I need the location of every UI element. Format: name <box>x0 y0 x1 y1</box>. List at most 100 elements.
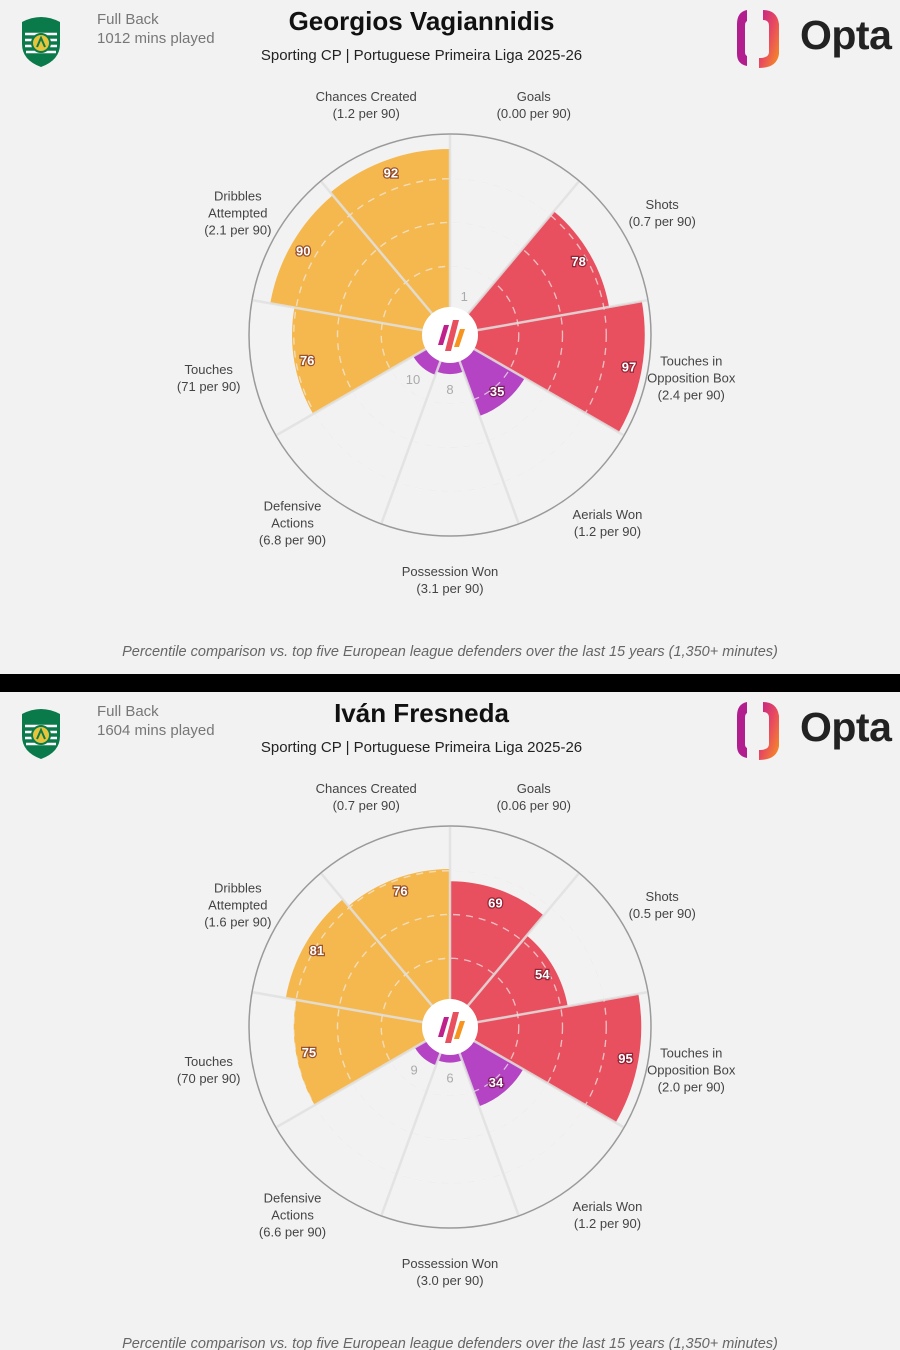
spoke-line <box>471 346 624 437</box>
wedge-shots <box>466 935 568 1023</box>
grid-ring-shadow <box>380 265 520 405</box>
category-name: Attempted <box>208 897 268 912</box>
minutes-played: 1012 mins played <box>97 30 215 47</box>
category-label: Aerials Won (1.2 per 90) <box>573 506 643 540</box>
per90-value: (1.2 per 90) <box>573 523 642 539</box>
grid-ring-shadow <box>293 178 607 492</box>
category-label: Chances Created (0.7 per 90) <box>316 780 417 814</box>
wedge-dribbles-attempted <box>270 195 434 331</box>
value-label: 10 <box>406 372 420 387</box>
player-position: Full Back <box>97 11 159 28</box>
spoke-line <box>320 872 435 1009</box>
grid-ring-shadow <box>337 222 563 448</box>
value-label: 75 <box>302 1045 316 1060</box>
radar-chart: 1 78 97 35 8 10 76 90 92 <box>248 133 652 537</box>
opta-hub-icon <box>438 320 465 351</box>
category-name: Actions <box>271 515 314 531</box>
spoke-line <box>252 299 426 332</box>
per90-value: (0.00 per 90) <box>496 105 571 121</box>
value-label: 9 <box>411 1063 418 1078</box>
opta-hub-icon <box>438 1012 465 1043</box>
category-name: Defensive <box>263 498 322 514</box>
value-label: 81 <box>310 943 324 958</box>
player-name: Iván Fresneda <box>334 698 509 728</box>
category-label: Aerials Won (1.2 per 90) <box>573 1198 643 1232</box>
category-name: Possession Won <box>401 564 499 579</box>
value-label: 8 <box>446 382 453 397</box>
per90-value: (6.6 per 90) <box>258 1224 327 1240</box>
footnote: Percentile comparison vs. top five Europ… <box>122 1336 778 1350</box>
category-label: Possession Won (3.1 per 90) <box>402 563 499 597</box>
value-label: 90 <box>296 243 310 258</box>
value-label: 54 <box>535 967 550 982</box>
grid-ring-shadow <box>380 957 520 1097</box>
opta-logo: Opta <box>733 6 898 72</box>
category-name: Touches in <box>660 1045 723 1061</box>
grid-ring <box>336 913 564 1141</box>
spoke-line <box>457 1050 520 1216</box>
category-label: Defensive Actions (6.8 per 90) <box>259 497 326 548</box>
spoke-line <box>474 299 648 332</box>
per90-value: (3.1 per 90) <box>416 581 484 596</box>
spoke-line <box>380 358 443 524</box>
minutes-played: 1604 mins played <box>97 722 215 739</box>
category-label: Shots (0.7 per 90) <box>629 196 696 230</box>
spoke-line <box>457 358 520 524</box>
player-info: Full Back 1012 mins played <box>97 10 215 48</box>
spoke-line <box>471 1038 624 1129</box>
category-label: Touches (70 per 90) <box>177 1053 241 1087</box>
value-label: 6 <box>446 1071 453 1086</box>
team-league-subtitle: Sporting CP | Portuguese Primeira Liga 2… <box>260 47 583 64</box>
sporting-crest-logo <box>22 709 60 759</box>
category-name: Goals <box>516 88 551 104</box>
category-label: Defensive Actions (6.6 per 90) <box>259 1189 326 1240</box>
category-name: Touches in <box>660 353 723 369</box>
value-label: 35 <box>490 384 504 399</box>
category-name: Possession Won <box>401 1256 499 1271</box>
value-label: 92 <box>384 165 398 180</box>
player-panel-2: Full Back 1604 mins played Iván Fresneda… <box>0 692 900 1350</box>
spoke-line <box>465 180 580 317</box>
spoke-line <box>252 991 426 1024</box>
per90-value: (1.2 per 90) <box>573 1215 642 1231</box>
spoke-line <box>276 1038 429 1129</box>
category-name: Defensive <box>263 1190 322 1206</box>
wedge-goals <box>450 881 544 1008</box>
per90-value: (6.8 per 90) <box>258 532 327 548</box>
grid-ring <box>293 178 607 492</box>
per90-value: (2.1 per 90) <box>204 222 272 237</box>
wedge-shots <box>466 211 610 331</box>
category-label: Goals (0.00 per 90) <box>497 88 571 122</box>
category-label: Goals (0.06 per 90) <box>497 780 571 814</box>
per90-value: (0.5 per 90) <box>628 905 696 921</box>
wedge-touches-in-opposition-box <box>471 993 642 1123</box>
value-label: 34 <box>489 1075 504 1090</box>
player-info: Full Back 1604 mins played <box>97 702 215 740</box>
category-name: Opposition Box <box>647 370 736 386</box>
spoke-line <box>320 180 435 317</box>
category-name: Touches <box>184 1053 233 1069</box>
value-label: 76 <box>300 353 314 368</box>
wedge-touches <box>293 999 429 1106</box>
category-label: Touches in Opposition Box (2.0 per 90) <box>647 1044 735 1095</box>
footnote: Percentile comparison vs. top five Europ… <box>122 644 778 660</box>
spoke-line <box>465 872 580 1009</box>
category-name: Opposition Box <box>647 1062 736 1078</box>
category-label: Possession Won (3.0 per 90) <box>402 1255 499 1289</box>
grid-ring-shadow <box>337 914 563 1140</box>
grid-ring <box>293 870 607 1184</box>
per90-value: (0.06 per 90) <box>496 797 571 813</box>
per90-value: (2.0 per 90) <box>657 1079 725 1095</box>
grid-ring <box>336 221 564 449</box>
category-label: Shots (0.5 per 90) <box>629 888 696 922</box>
player-position: Full Back <box>97 703 159 720</box>
sporting-crest-logo <box>22 17 60 67</box>
wedge-touches <box>292 307 429 414</box>
category-name: Dribbles <box>213 188 262 203</box>
per90-value: (0.7 per 90) <box>628 213 696 229</box>
spoke-line <box>276 346 429 437</box>
value-label: 76 <box>393 884 407 899</box>
spoke-line <box>380 1050 443 1216</box>
value-label: 78 <box>571 254 585 269</box>
wedge-defensive-actions <box>414 1039 442 1066</box>
